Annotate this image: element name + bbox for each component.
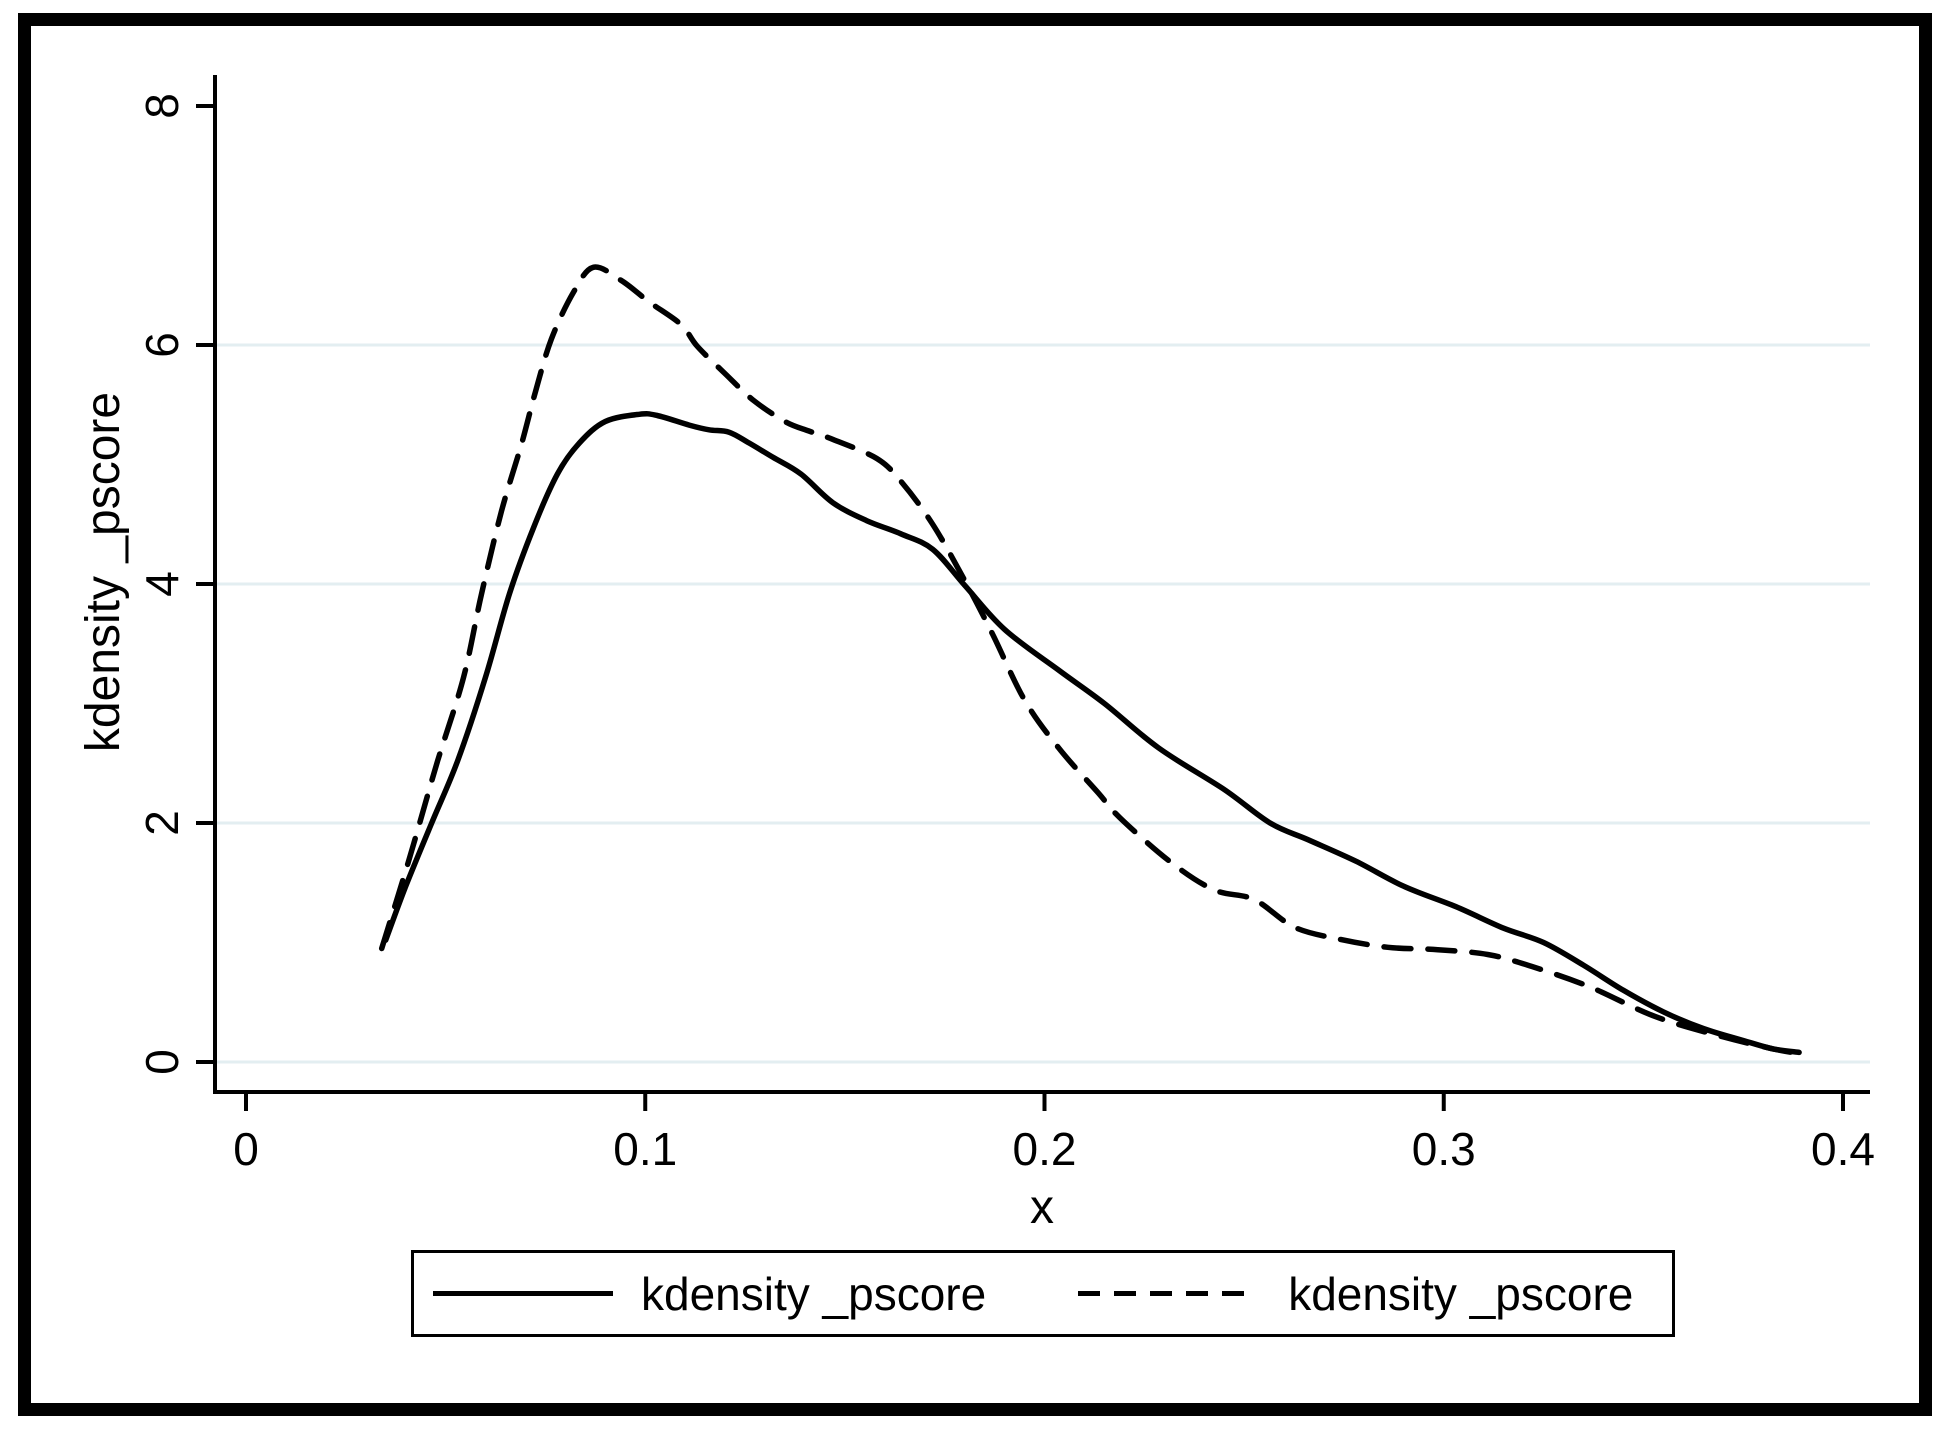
y-tick-label-8: 8 — [136, 93, 188, 119]
legend-entry-solid: kdensity _pscore — [433, 1253, 986, 1334]
density-curve-dashed — [378, 264, 1802, 1057]
x-tick-label-0.2: 0.2 — [1012, 1123, 1077, 1175]
legend-label: kdensity _pscore — [641, 1267, 987, 1320]
x-tick-label-0.4: 0.4 — [1811, 1123, 1875, 1175]
figure-border — [18, 13, 1932, 1416]
x-tick-label-0.3: 0.3 — [1411, 1123, 1476, 1175]
legend-entry-dashed: kdensity _pscore — [1078, 1253, 1633, 1334]
density-curve-solid — [382, 411, 1802, 1056]
x-tick-label-0.1: 0.1 — [613, 1123, 678, 1175]
legend-box: kdensity _pscore kdensity _pscore — [411, 1250, 1675, 1337]
legend-label: kdensity _pscore — [1288, 1267, 1634, 1320]
y-tick-label-2: 2 — [136, 810, 188, 836]
y-tick-label-6: 6 — [136, 332, 188, 358]
x-tick-label-0: 0 — [233, 1123, 259, 1175]
legend-dashed-line-sample — [1078, 1291, 1259, 1296]
y-tick-label-4: 4 — [136, 571, 188, 597]
legend-solid-line-sample — [433, 1291, 613, 1296]
x-axis-title: x — [1030, 1181, 1054, 1234]
y-axis-title: kdensity _pscore — [77, 391, 130, 753]
y-tick-label-0: 0 — [136, 1049, 188, 1075]
